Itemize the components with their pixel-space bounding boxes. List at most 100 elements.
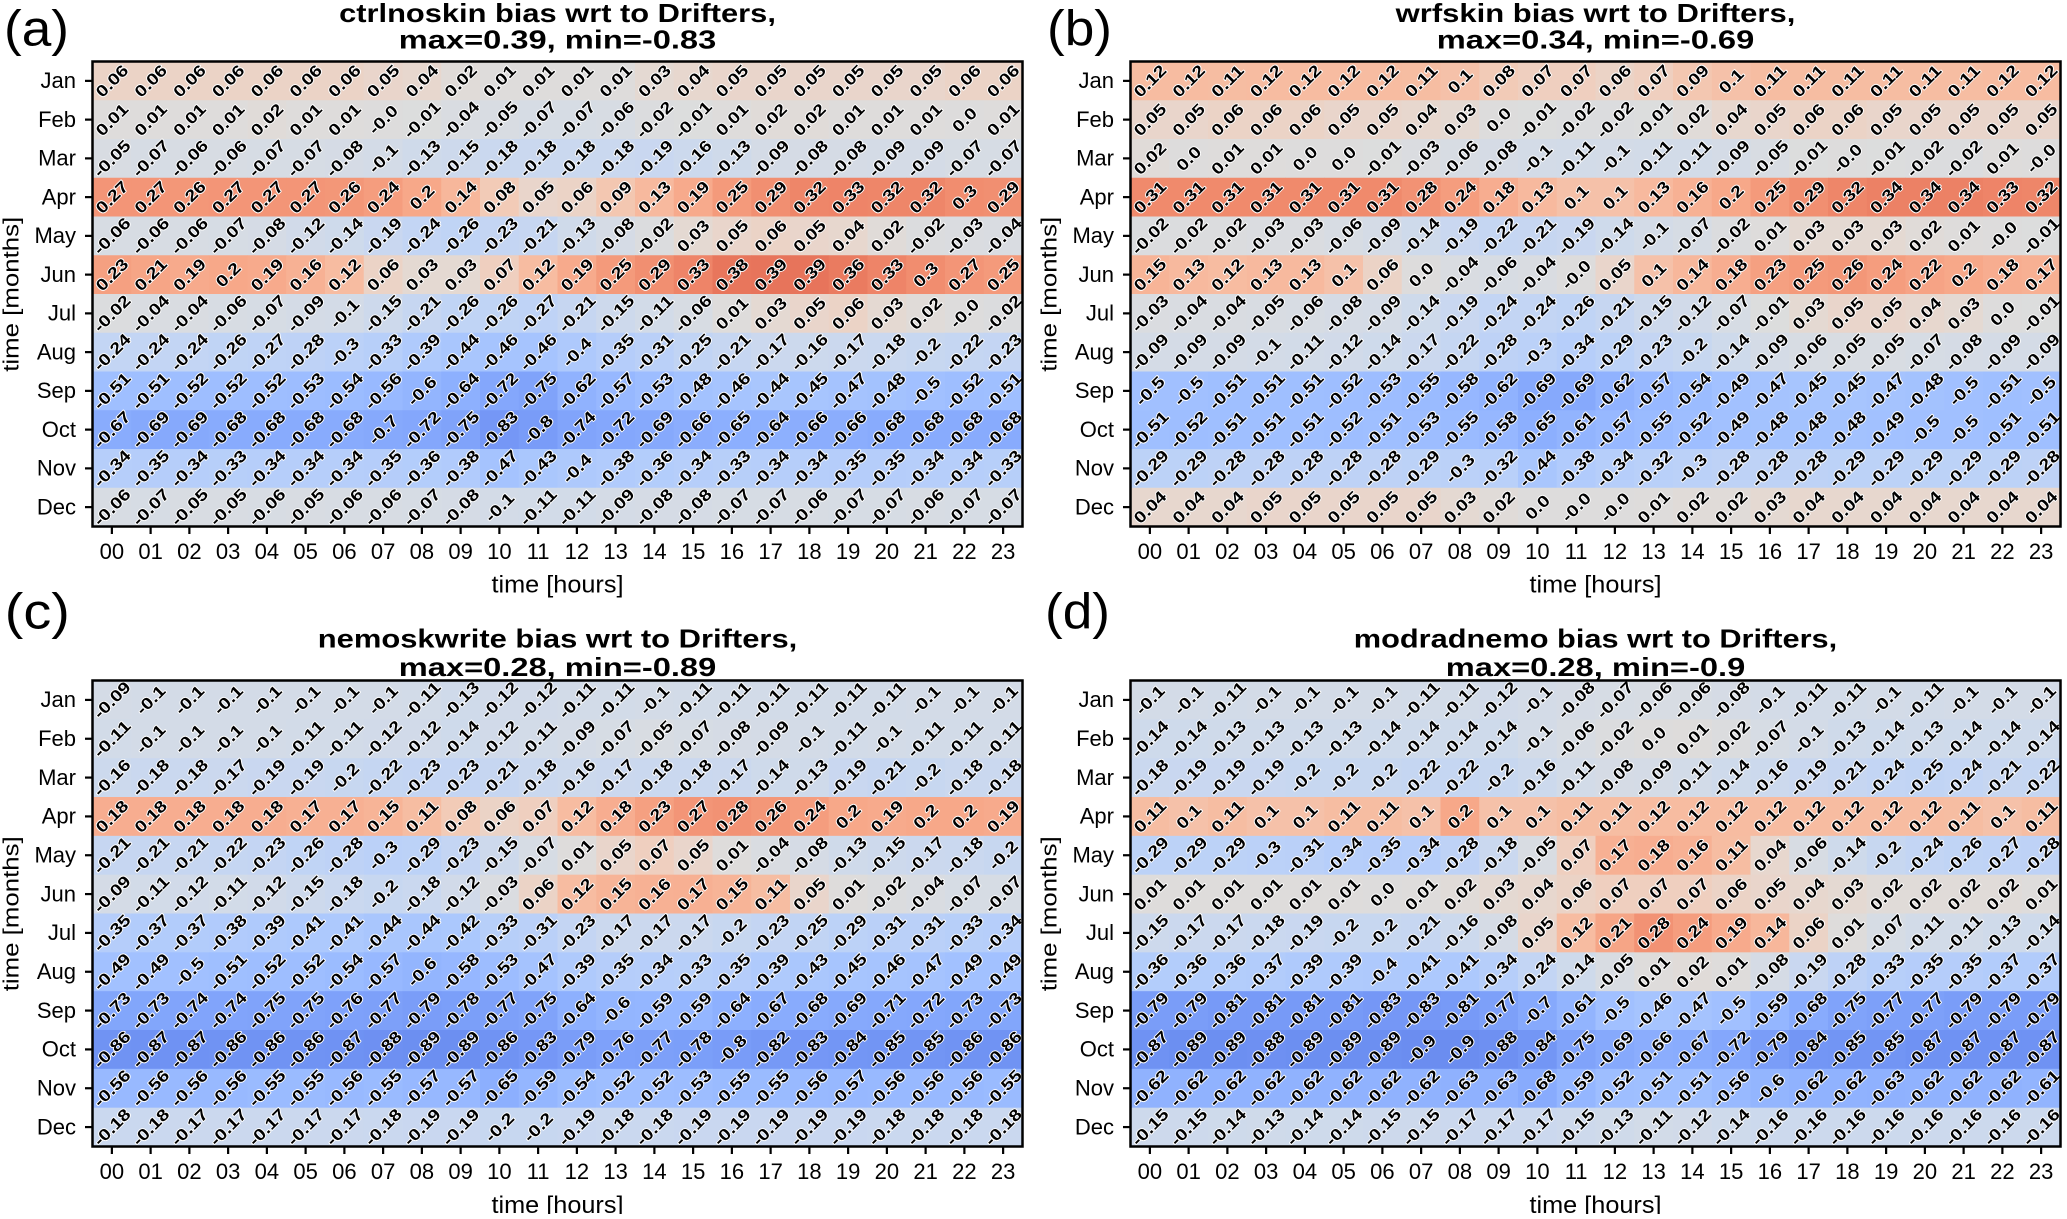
- svg-text:19: 19: [836, 1159, 860, 1184]
- svg-text:Apr: Apr: [42, 184, 76, 209]
- svg-text:13: 13: [1641, 1159, 1665, 1184]
- svg-text:09: 09: [1486, 539, 1510, 564]
- svg-text:15: 15: [681, 539, 705, 564]
- svg-text:Jan: Jan: [41, 687, 76, 712]
- svg-text:19: 19: [1874, 539, 1898, 564]
- svg-text:13: 13: [603, 1159, 627, 1184]
- svg-text:Oct: Oct: [1080, 1037, 1114, 1062]
- svg-text:06: 06: [1370, 539, 1394, 564]
- svg-text:Aug: Aug: [1075, 959, 1114, 984]
- svg-text:00: 00: [100, 539, 124, 564]
- svg-text:12: 12: [565, 1159, 589, 1184]
- svg-text:16: 16: [720, 1159, 744, 1184]
- svg-text:05: 05: [293, 1159, 317, 1184]
- svg-text:time [hours]: time [hours]: [492, 1192, 624, 1214]
- svg-text:time [hours]: time [hours]: [492, 572, 624, 599]
- svg-text:ctrlnoskin bias wrt to Drifter: ctrlnoskin bias wrt to Drifters,: [339, 0, 776, 28]
- svg-text:01: 01: [1176, 1159, 1200, 1184]
- svg-text:max=0.28, min=-0.89: max=0.28, min=-0.89: [399, 652, 717, 682]
- svg-text:06: 06: [1370, 1159, 1394, 1184]
- svg-text:01: 01: [138, 539, 162, 564]
- svg-text:12: 12: [565, 539, 589, 564]
- svg-text:15: 15: [1719, 1159, 1743, 1184]
- svg-text:Mar: Mar: [1076, 765, 1114, 790]
- svg-text:Mar: Mar: [38, 146, 76, 171]
- svg-text:13: 13: [603, 539, 627, 564]
- svg-text:Jun: Jun: [1079, 881, 1114, 906]
- svg-text:Sep: Sep: [37, 378, 76, 403]
- svg-text:16: 16: [1758, 1159, 1782, 1184]
- svg-text:Feb: Feb: [1076, 107, 1114, 132]
- svg-text:06: 06: [332, 539, 356, 564]
- svg-text:05: 05: [1331, 1159, 1355, 1184]
- svg-text:Oct: Oct: [1080, 417, 1114, 442]
- svg-text:08: 08: [1448, 1159, 1472, 1184]
- svg-text:modradnemo bias wrt to Drifter: modradnemo bias wrt to Drifters,: [1354, 623, 1837, 653]
- svg-text:20: 20: [1913, 1159, 1937, 1184]
- svg-text:nemoskwrite bias wrt to Drifte: nemoskwrite bias wrt to Drifters,: [318, 623, 798, 653]
- svg-text:Aug: Aug: [37, 959, 76, 984]
- svg-text:Jun: Jun: [41, 262, 76, 287]
- svg-text:Feb: Feb: [1076, 726, 1114, 751]
- svg-text:Nov: Nov: [37, 1075, 76, 1100]
- svg-text:(d): (d): [1045, 584, 1110, 640]
- svg-text:time [months]: time [months]: [0, 836, 24, 991]
- svg-text:05: 05: [1331, 539, 1355, 564]
- svg-text:09: 09: [448, 1159, 472, 1184]
- svg-text:20: 20: [875, 539, 899, 564]
- svg-text:00: 00: [100, 1159, 124, 1184]
- svg-text:May: May: [34, 842, 76, 867]
- svg-text:(a): (a): [4, 0, 69, 56]
- svg-text:Aug: Aug: [1075, 339, 1114, 364]
- svg-text:Apr: Apr: [1080, 184, 1114, 209]
- svg-text:Nov: Nov: [1075, 456, 1114, 481]
- svg-text:17: 17: [758, 539, 782, 564]
- svg-text:max=0.34, min=-0.69: max=0.34, min=-0.69: [1437, 24, 1755, 54]
- svg-text:18: 18: [1835, 1159, 1859, 1184]
- svg-text:10: 10: [1525, 1159, 1549, 1184]
- svg-text:17: 17: [1796, 1159, 1820, 1184]
- svg-text:11: 11: [527, 1159, 550, 1184]
- svg-text:time [months]: time [months]: [0, 217, 24, 372]
- svg-text:May: May: [1072, 223, 1114, 248]
- svg-text:11: 11: [527, 539, 550, 564]
- svg-text:10: 10: [1525, 539, 1549, 564]
- svg-text:(b): (b): [1047, 0, 1112, 56]
- svg-text:Jul: Jul: [48, 301, 76, 326]
- svg-text:19: 19: [836, 539, 860, 564]
- svg-text:14: 14: [1680, 539, 1704, 564]
- svg-text:Dec: Dec: [1075, 494, 1114, 519]
- svg-text:Jul: Jul: [48, 920, 76, 945]
- svg-text:Nov: Nov: [1075, 1075, 1114, 1100]
- svg-text:14: 14: [642, 1159, 666, 1184]
- svg-text:Sep: Sep: [1075, 378, 1114, 403]
- svg-text:12: 12: [1603, 539, 1627, 564]
- svg-text:Jul: Jul: [1086, 920, 1114, 945]
- svg-text:16: 16: [720, 539, 744, 564]
- svg-text:13: 13: [1641, 539, 1665, 564]
- svg-text:Jul: Jul: [1086, 301, 1114, 326]
- svg-text:14: 14: [642, 539, 666, 564]
- svg-text:21: 21: [913, 539, 937, 564]
- svg-text:23: 23: [2029, 1159, 2053, 1184]
- svg-text:22: 22: [952, 1159, 976, 1184]
- svg-text:06: 06: [332, 1159, 356, 1184]
- svg-text:21: 21: [913, 1159, 937, 1184]
- svg-text:01: 01: [138, 1159, 162, 1184]
- svg-text:Mar: Mar: [38, 765, 76, 790]
- svg-text:01: 01: [1176, 539, 1200, 564]
- svg-text:Sep: Sep: [1075, 998, 1114, 1023]
- svg-text:Dec: Dec: [1075, 1114, 1114, 1139]
- svg-text:20: 20: [875, 1159, 899, 1184]
- svg-text:May: May: [34, 223, 76, 248]
- svg-text:08: 08: [410, 1159, 434, 1184]
- svg-text:Jan: Jan: [41, 68, 76, 93]
- svg-text:03: 03: [216, 539, 240, 564]
- svg-text:Feb: Feb: [38, 726, 76, 751]
- svg-text:15: 15: [1719, 539, 1743, 564]
- svg-text:Feb: Feb: [38, 107, 76, 132]
- svg-text:03: 03: [1254, 539, 1278, 564]
- svg-text:03: 03: [1254, 1159, 1278, 1184]
- svg-text:17: 17: [758, 1159, 782, 1184]
- svg-text:14: 14: [1680, 1159, 1704, 1184]
